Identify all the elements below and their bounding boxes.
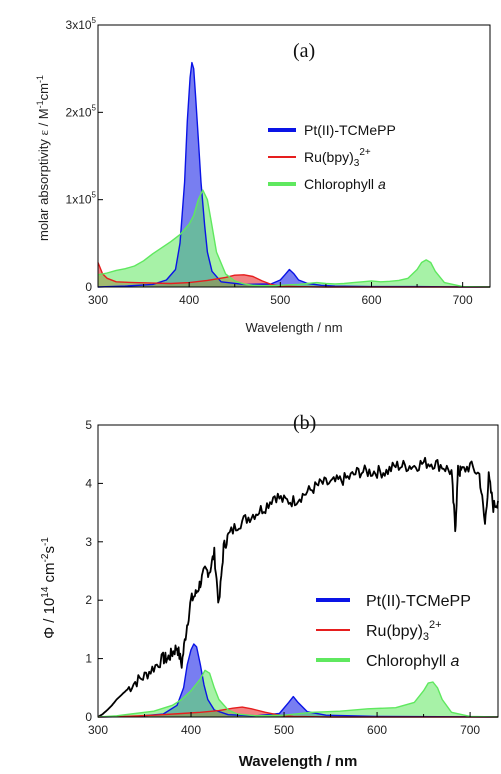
y-tick-label: 1 bbox=[85, 652, 92, 666]
x-tick-label: 500 bbox=[274, 723, 294, 737]
panel-b-y-ticks: 0 1 2 3 4 5 bbox=[85, 418, 103, 724]
y-tick-label: 3 bbox=[85, 535, 92, 549]
panel-b-label: (b) bbox=[293, 412, 316, 434]
y-tick-label: 4 bbox=[85, 476, 92, 490]
panel-a-chart: 300 400 500 600 700 0 1x105 2x105 3x105 (a) Wav… bbox=[35, 16, 491, 335]
panel-b-frame bbox=[97, 424, 499, 718]
y-tick-label: 2 bbox=[85, 593, 92, 607]
y-tick-label: 3x105 bbox=[66, 16, 97, 32]
panel-a-y-axis-label: molar absorptivity ε / M-1cm-1 bbox=[35, 75, 51, 241]
legend-label-pt-b: Pt(II)-TCMePP bbox=[366, 593, 471, 610]
panel-b-legend: Pt(II)-TCMePP Ru(bpy)32+ Chlorophyll a bbox=[316, 593, 471, 670]
legend-label-ru: Ru(bpy)32+ bbox=[304, 147, 371, 169]
panel-a-series bbox=[97, 61, 491, 288]
panel-a-label: (a) bbox=[293, 40, 315, 62]
x-tick-label: 300 bbox=[88, 723, 108, 737]
y-tick-label: 1x105 bbox=[66, 191, 97, 207]
x-tick-label: 400 bbox=[179, 293, 199, 307]
panel-a-area-chl bbox=[98, 190, 490, 287]
y-tick-label: 2x105 bbox=[66, 103, 97, 119]
panel-b-x-axis-label: Wavelength / nm bbox=[239, 753, 358, 770]
x-tick-label: 700 bbox=[453, 293, 473, 307]
panel-b-line-chl bbox=[97, 669, 499, 718]
legend-label-pt: Pt(II)-TCMePP bbox=[304, 122, 396, 138]
panel-a-y-ticks: 0 1x105 2x105 3x105 bbox=[66, 16, 103, 294]
panel-a-x-axis-label: Wavelength / nm bbox=[245, 320, 342, 335]
panel-b-x-ticks: 300 400 500 600 700 bbox=[88, 712, 480, 737]
panel-b-y-axis-label: Φ / 1014 cm-2s-1 bbox=[40, 537, 58, 639]
x-tick-label: 500 bbox=[270, 293, 290, 307]
x-tick-label: 600 bbox=[361, 293, 381, 307]
y-tick-label: 0 bbox=[85, 710, 92, 724]
panel-b-chart: 300 400 500 600 700 0 1 2 3 4 5 (b) Wavelength / … bbox=[40, 412, 499, 770]
x-tick-label: 700 bbox=[460, 723, 480, 737]
legend-label-chl-b: Chlorophyll a bbox=[366, 653, 459, 670]
legend-label-ru-b: Ru(bpy)32+ bbox=[366, 619, 442, 643]
panel-b-line-ru bbox=[97, 706, 498, 718]
x-tick-label: 300 bbox=[88, 293, 108, 307]
legend-label-chl: Chlorophyll a bbox=[304, 176, 386, 192]
panel-a-x-ticks: 300 400 500 600 700 bbox=[88, 282, 473, 307]
panel-a-line-chl bbox=[97, 189, 491, 288]
panel-b-series bbox=[97, 456, 499, 718]
panel-a-frame bbox=[97, 24, 491, 288]
panel-b-line-pt bbox=[97, 643, 499, 718]
panel-b-line-solar bbox=[97, 456, 499, 718]
x-tick-label: 600 bbox=[367, 723, 387, 737]
y-tick-label: 0 bbox=[85, 280, 92, 294]
x-tick-label: 400 bbox=[181, 723, 201, 737]
y-tick-label: 5 bbox=[85, 418, 92, 432]
panel-a-legend: Pt(II)-TCMePP Ru(bpy)32+ Chlorophyll a bbox=[268, 122, 396, 192]
